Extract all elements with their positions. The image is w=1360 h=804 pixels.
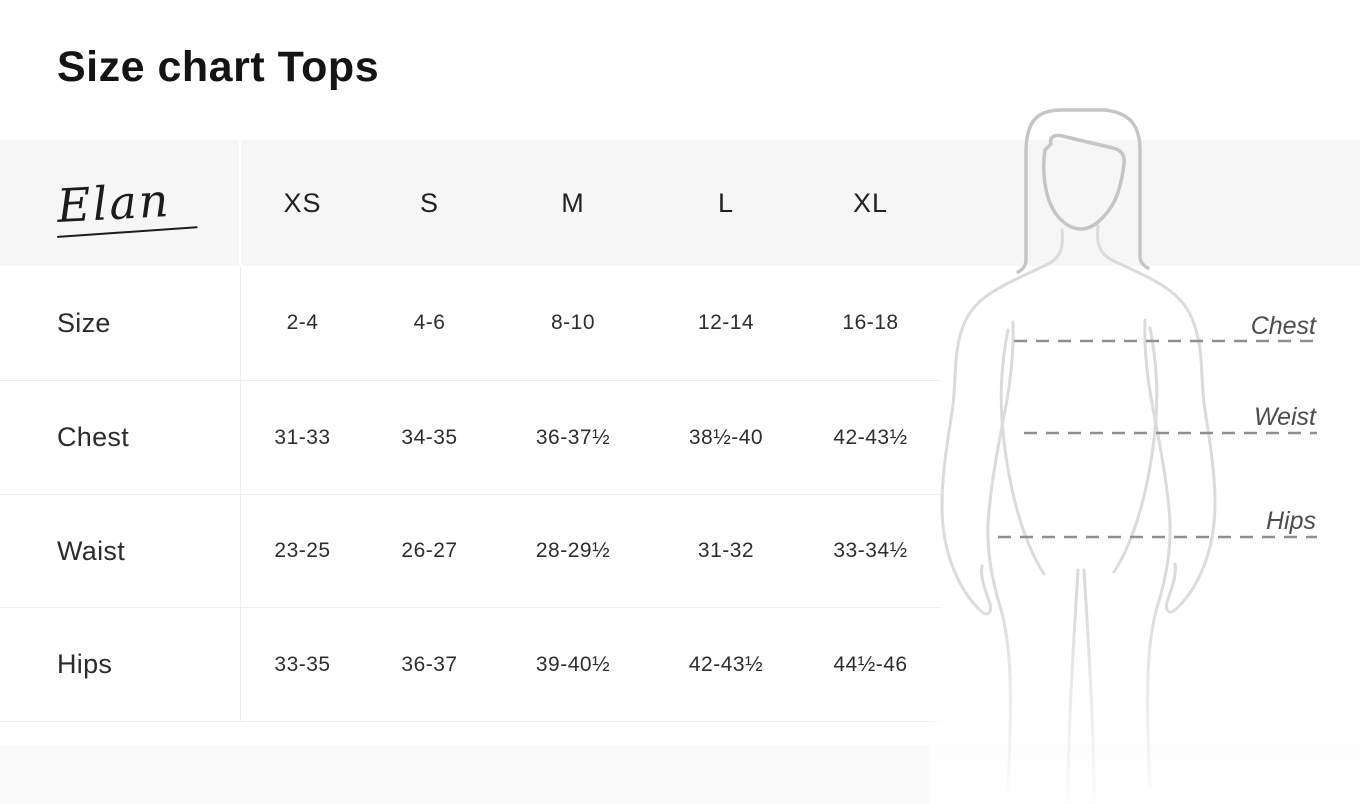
female-silhouette-icon: Chest Weist Hips xyxy=(930,100,1360,804)
figure-fade xyxy=(930,600,1360,804)
size-cell: 4-6 xyxy=(365,266,494,381)
face-icon xyxy=(1044,135,1124,229)
column-divider-band xyxy=(239,140,241,266)
size-chart-page: Size chart Tops Elan XS S M L XL Size 2-… xyxy=(0,0,1360,804)
size-cell: 8-10 xyxy=(494,266,652,381)
size-col-header-s: S xyxy=(365,140,494,266)
size-cell: 16-18 xyxy=(800,266,941,381)
waist-cell: 31-32 xyxy=(652,495,800,608)
hips-cell: 42-43½ xyxy=(652,608,800,722)
waist-cell: 33-34½ xyxy=(800,495,941,608)
weist-measure-label: Weist xyxy=(1254,403,1317,431)
chest-cell: 42-43½ xyxy=(800,381,941,495)
chest-cell: 34-35 xyxy=(365,381,494,495)
chest-cell: 36-37½ xyxy=(494,381,652,495)
waist-cell: 28-29½ xyxy=(494,495,652,608)
measurement-figure: Chest Weist Hips xyxy=(930,100,1360,804)
size-col-header-m: M xyxy=(494,140,652,266)
head-outline xyxy=(1018,110,1148,272)
row-label-size: Size xyxy=(0,266,240,381)
brand-logo: Elan xyxy=(0,140,240,266)
waist-cell: 23-25 xyxy=(240,495,365,608)
row-label-hips: Hips xyxy=(0,608,240,722)
hips-cell: 44½-46 xyxy=(800,608,941,722)
column-divider xyxy=(240,266,241,722)
page-title: Size chart Tops xyxy=(57,43,379,92)
hips-cell: 39-40½ xyxy=(494,608,652,722)
size-table: Elan XS S M L XL Size 2-4 4-6 8-10 12-14… xyxy=(0,140,941,722)
waist-cell: 26-27 xyxy=(365,495,494,608)
hips-measure-label: Hips xyxy=(1266,507,1316,535)
brand-logo-text: Elan xyxy=(56,173,172,233)
hips-cell: 36-37 xyxy=(365,608,494,722)
size-cell: 12-14 xyxy=(652,266,800,381)
chest-measure-label: Chest xyxy=(1251,312,1317,340)
hips-cell: 33-35 xyxy=(240,608,365,722)
size-col-header-l: L xyxy=(652,140,800,266)
hair-icon xyxy=(1018,110,1148,272)
size-cell: 2-4 xyxy=(240,266,365,381)
row-label-chest: Chest xyxy=(0,381,240,495)
row-label-waist: Waist xyxy=(0,495,240,608)
chest-cell: 38½-40 xyxy=(652,381,800,495)
chest-cell: 31-33 xyxy=(240,381,365,495)
size-col-header-xs: XS xyxy=(240,140,365,266)
size-col-header-xl: XL xyxy=(800,140,941,266)
